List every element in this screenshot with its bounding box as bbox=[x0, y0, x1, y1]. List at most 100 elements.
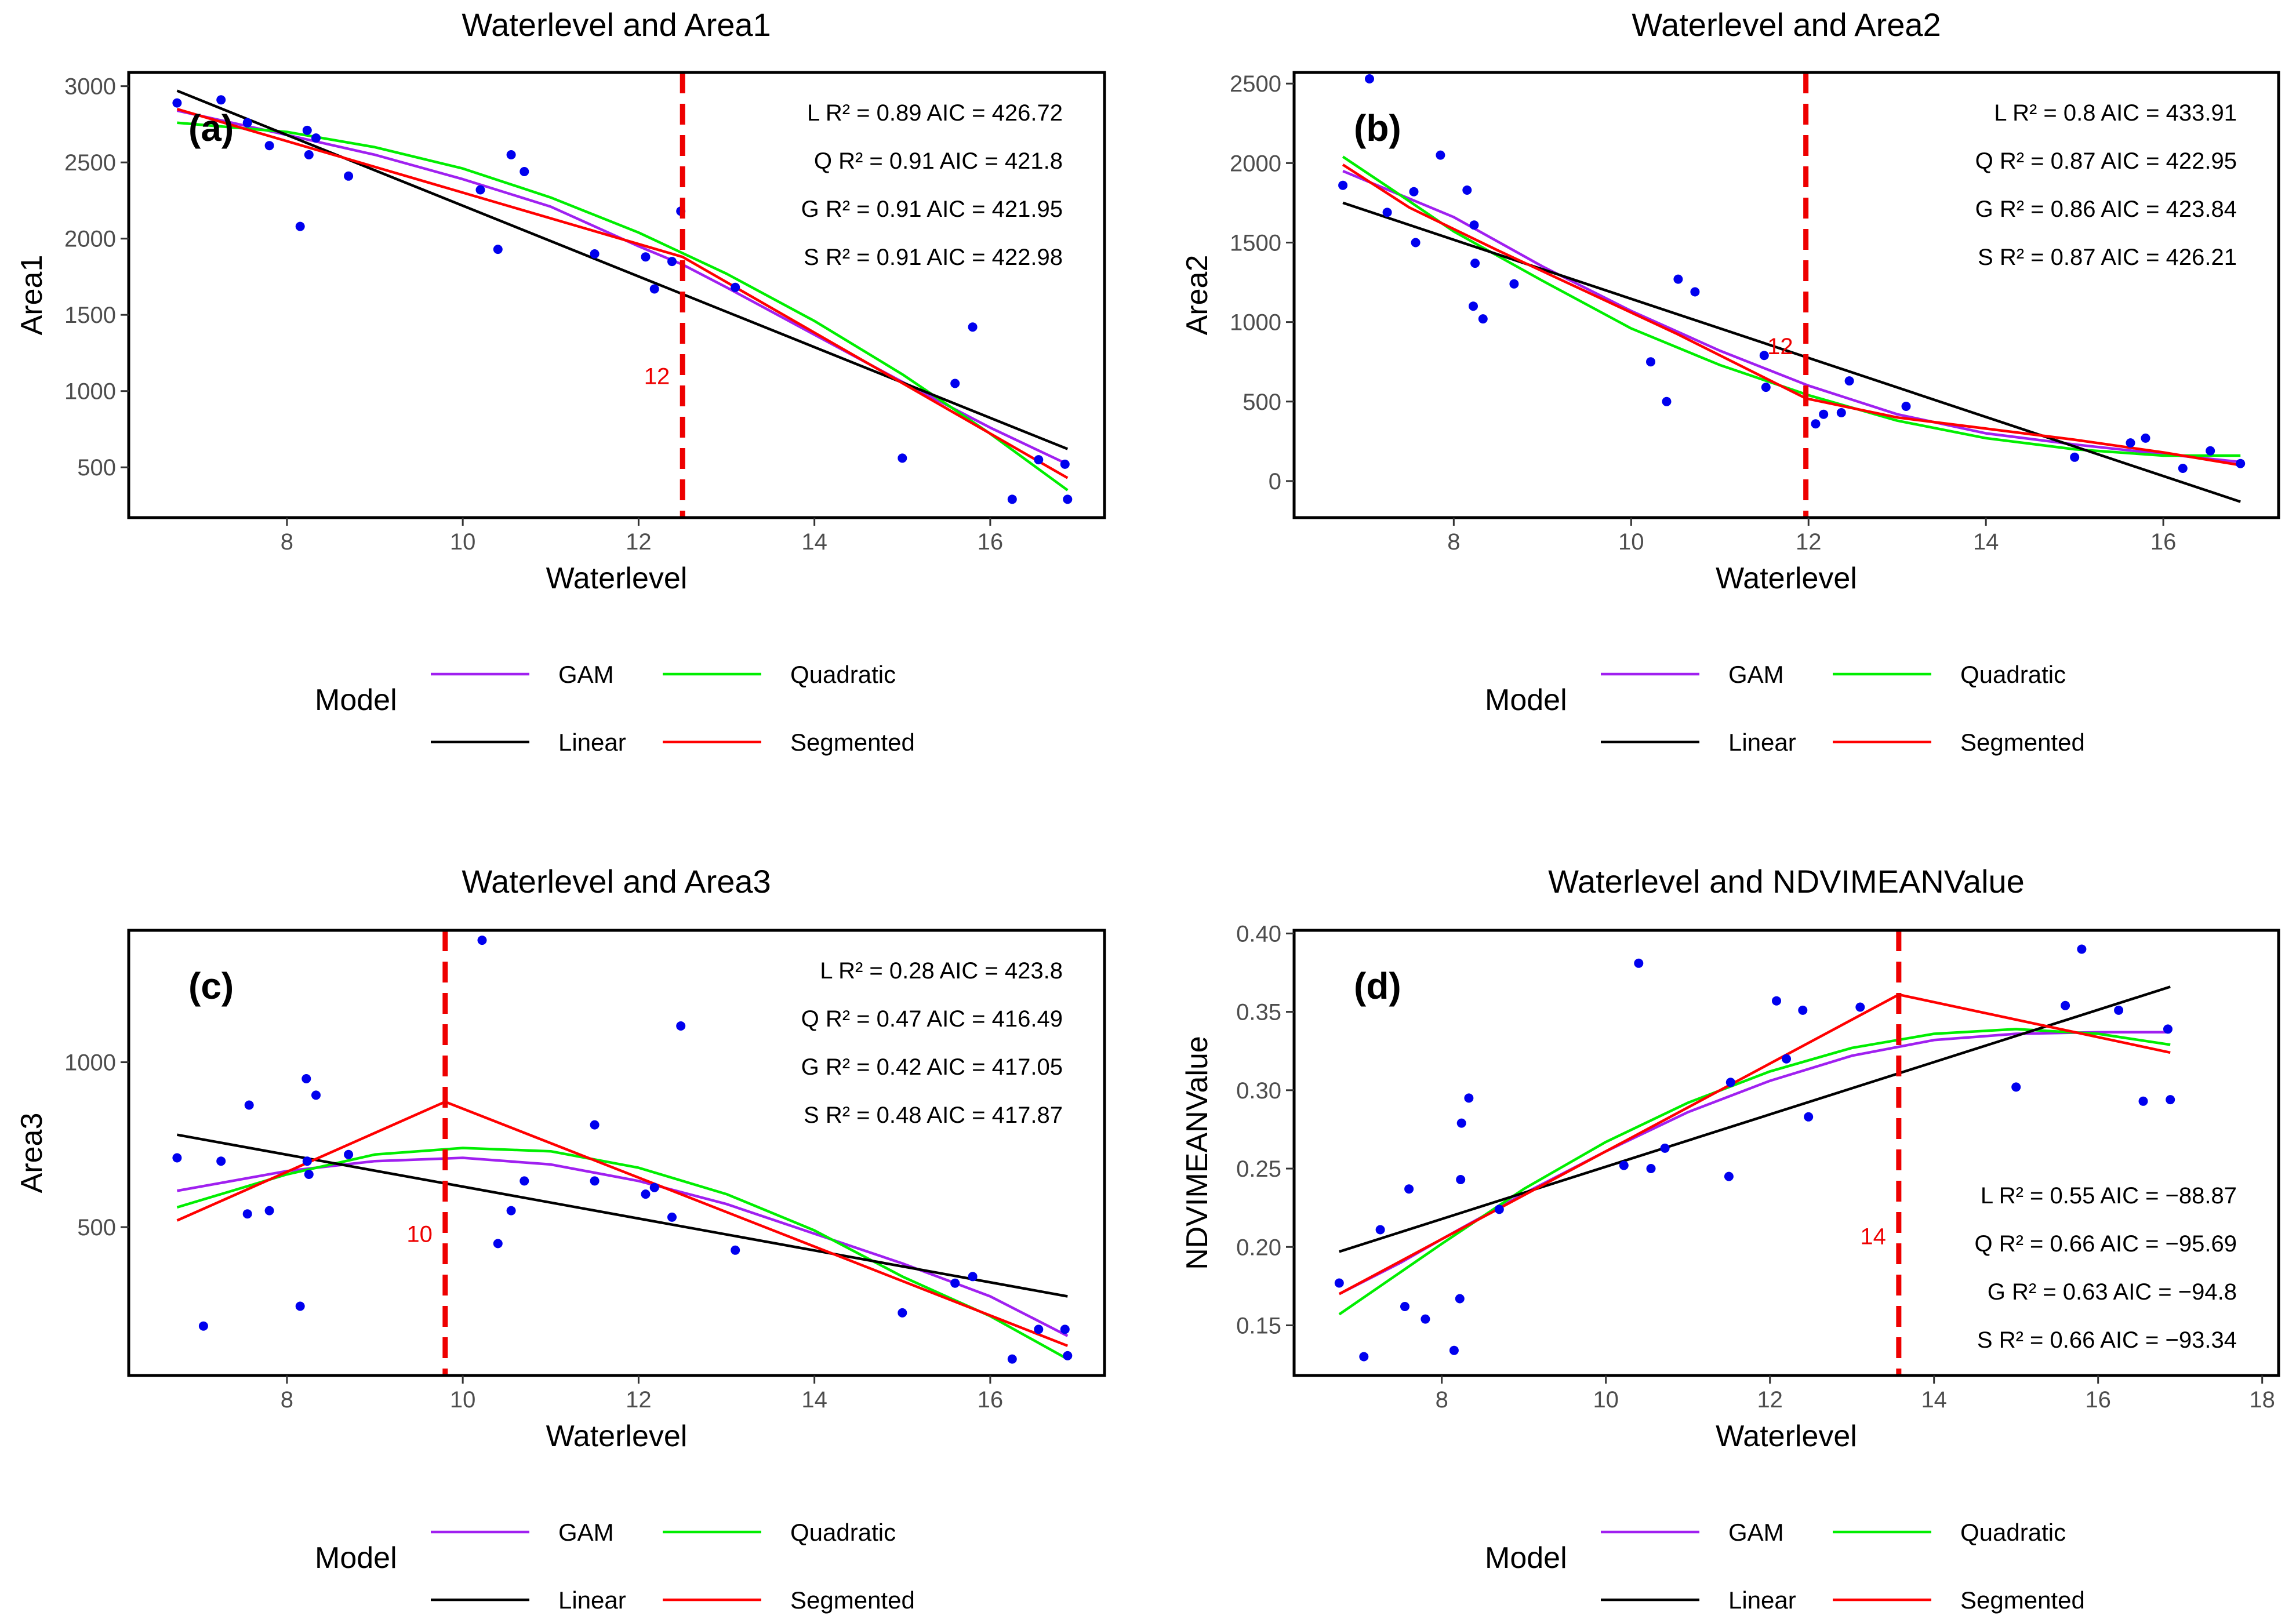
data-point bbox=[1470, 259, 1480, 268]
x-tick-label: 12 bbox=[626, 529, 652, 555]
data-point bbox=[506, 1206, 516, 1216]
data-point bbox=[493, 1239, 503, 1249]
x-tick-label: 12 bbox=[626, 1387, 652, 1413]
plot-frame bbox=[127, 71, 1106, 519]
data-point bbox=[590, 1120, 600, 1130]
data-point bbox=[1464, 1093, 1474, 1103]
data-point bbox=[1365, 74, 1374, 83]
legend: Model GAM Quadratic Linear Segmented bbox=[1485, 1519, 2085, 1614]
legend-label-quadratic: Quadratic bbox=[1960, 661, 2066, 688]
data-point bbox=[731, 1245, 740, 1255]
data-point bbox=[1063, 1351, 1073, 1360]
data-point bbox=[968, 1272, 978, 1282]
data-point bbox=[1007, 494, 1017, 504]
data-point bbox=[2070, 452, 2080, 462]
chart-title: Waterlevel and Area3 bbox=[462, 863, 771, 900]
y-axis-label: Area1 bbox=[15, 255, 49, 336]
y-tick-label: 2500 bbox=[1230, 71, 1281, 97]
data-point bbox=[2163, 1024, 2173, 1034]
legend-label-segmented: Segmented bbox=[1960, 1586, 2085, 1614]
data-point bbox=[304, 1170, 314, 1179]
data-point bbox=[1804, 1112, 1814, 1122]
data-point bbox=[1400, 1302, 1409, 1311]
panel-a: Waterlevel and Area1 12 (a) L R² = 0.89 AIC… bbox=[15, 6, 1106, 756]
data-point bbox=[519, 1176, 529, 1186]
y-tick-label: 500 bbox=[1243, 390, 1281, 415]
data-point bbox=[1761, 383, 1771, 392]
data-point bbox=[301, 1074, 311, 1083]
x-axis-label: Waterlevel bbox=[546, 562, 688, 595]
legend-label-quadratic: Quadratic bbox=[1960, 1519, 2066, 1546]
data-point bbox=[311, 1090, 321, 1100]
stat-text: Q R² = 0.91 AIC = 421.8 bbox=[814, 148, 1063, 174]
legend: Model GAM Quadratic Linear Segmented bbox=[1485, 661, 2085, 756]
data-point bbox=[1456, 1175, 1466, 1184]
stat-text: G R² = 0.42 AIC = 417.05 bbox=[801, 1054, 1063, 1080]
series-line-quadratic bbox=[1338, 1028, 2171, 1316]
data-point bbox=[244, 1100, 254, 1110]
data-point bbox=[1646, 1164, 1656, 1173]
legend-label-gam: GAM bbox=[558, 661, 614, 688]
x-axis-label: Waterlevel bbox=[546, 1420, 688, 1453]
y-tick-label: 0.20 bbox=[1236, 1235, 1281, 1260]
data-point bbox=[1060, 1324, 1070, 1334]
x-tick-label: 16 bbox=[2150, 529, 2177, 555]
legend-label-gam: GAM bbox=[1728, 661, 1784, 688]
data-point bbox=[1759, 351, 1769, 361]
stat-text: L R² = 0.55 AIC = −88.87 bbox=[1981, 1183, 2237, 1209]
data-point bbox=[898, 453, 907, 463]
y-tick-label: 1500 bbox=[64, 303, 116, 328]
data-point bbox=[493, 245, 503, 254]
data-point bbox=[968, 322, 978, 332]
series-line-quadratic bbox=[176, 1147, 1069, 1360]
y-tick-label: 2000 bbox=[1230, 151, 1281, 176]
data-point bbox=[311, 133, 321, 143]
data-point bbox=[667, 1212, 677, 1222]
data-point bbox=[1449, 1345, 1459, 1355]
series-line-segmented bbox=[176, 107, 1069, 479]
data-point bbox=[667, 257, 677, 267]
data-point bbox=[302, 125, 312, 135]
y-axis-label: NDVIMEANValue bbox=[1180, 1036, 1214, 1270]
y-tick-label: 1500 bbox=[1230, 230, 1281, 256]
data-point bbox=[590, 1176, 600, 1186]
data-point bbox=[242, 1209, 252, 1219]
legend-label-segmented: Segmented bbox=[1960, 729, 2085, 756]
data-point bbox=[1634, 958, 1644, 968]
data-point bbox=[1855, 1002, 1865, 1012]
legend-label-linear: Linear bbox=[558, 1586, 626, 1614]
stat-text: G R² = 0.91 AIC = 421.95 bbox=[801, 196, 1063, 222]
data-point bbox=[216, 1156, 226, 1166]
x-tick-label: 8 bbox=[1447, 529, 1460, 555]
data-point bbox=[2114, 1005, 2124, 1015]
data-point bbox=[198, 1321, 208, 1331]
x-tick-label: 16 bbox=[2085, 1387, 2111, 1413]
y-tick-label: 2500 bbox=[64, 150, 116, 176]
data-point bbox=[1334, 1278, 1344, 1288]
x-tick-label: 14 bbox=[801, 529, 827, 555]
data-point bbox=[172, 98, 182, 108]
stat-text: S R² = 0.91 AIC = 422.98 bbox=[804, 245, 1063, 270]
data-point bbox=[1478, 314, 1488, 324]
data-point bbox=[264, 141, 274, 151]
stat-text: L R² = 0.89 AIC = 426.72 bbox=[807, 100, 1063, 126]
stat-text: G R² = 0.63 AIC = −94.8 bbox=[1988, 1279, 2237, 1305]
stat-text: G R² = 0.86 AIC = 423.84 bbox=[1975, 196, 2237, 222]
x-tick-label: 10 bbox=[450, 1387, 476, 1413]
legend-label-segmented: Segmented bbox=[790, 1586, 915, 1614]
y-tick-label: 0.35 bbox=[1236, 1000, 1281, 1025]
y-tick-label: 500 bbox=[77, 455, 116, 481]
data-point bbox=[1782, 1054, 1791, 1064]
y-tick-label: 1000 bbox=[64, 379, 116, 405]
data-point bbox=[242, 118, 252, 128]
stat-text: S R² = 0.87 AIC = 426.21 bbox=[1978, 245, 2237, 270]
data-point bbox=[1673, 274, 1683, 284]
data-point bbox=[172, 1153, 182, 1163]
y-tick-label: 0.25 bbox=[1236, 1156, 1281, 1182]
data-point bbox=[1819, 409, 1829, 419]
x-tick-label: 8 bbox=[281, 1387, 293, 1413]
data-point bbox=[950, 379, 960, 388]
chart-title: Waterlevel and NDVIMEANValue bbox=[1548, 863, 2025, 900]
data-point bbox=[731, 282, 740, 292]
